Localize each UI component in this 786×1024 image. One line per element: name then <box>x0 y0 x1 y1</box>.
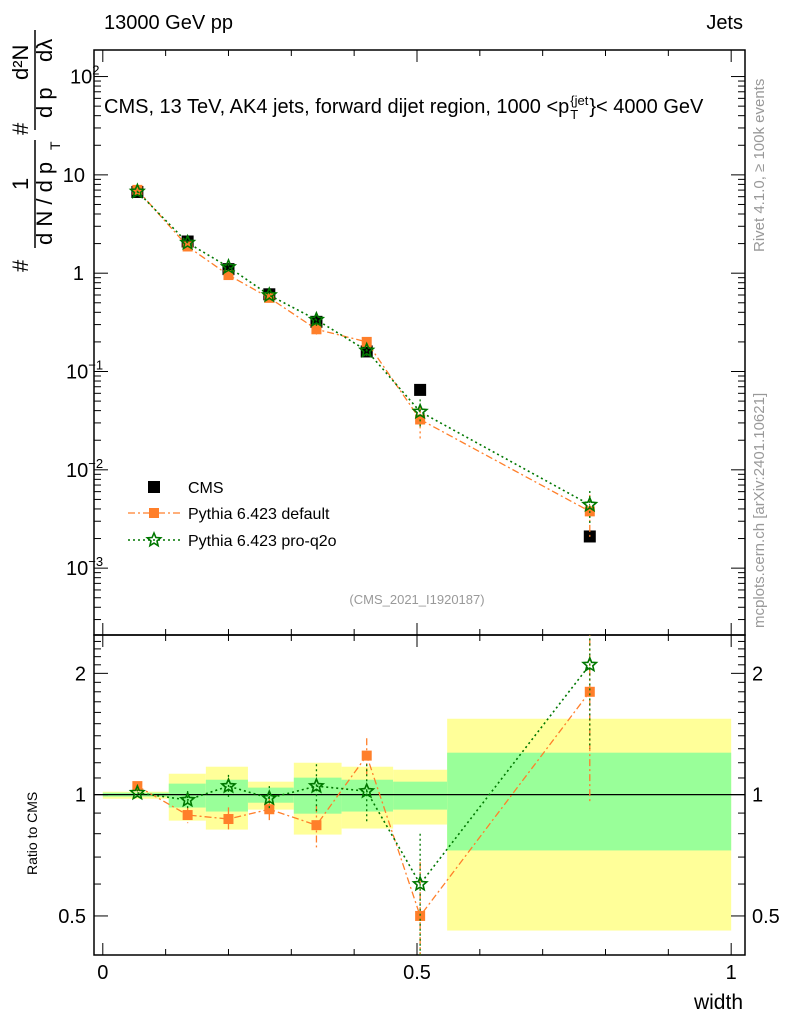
chart-title-tail: }< 4000 GeV <box>589 96 704 118</box>
legend-label: Pythia 6.423 pro-q2o <box>188 533 337 550</box>
default-point <box>223 270 234 281</box>
ratio-tick-label: 2 <box>752 663 763 685</box>
x-tick-label: 1 <box>726 962 737 984</box>
proq2o-ratio-point <box>219 776 238 794</box>
band-stat <box>447 752 732 851</box>
band-stat <box>393 781 448 810</box>
default-ratio-point <box>264 804 275 815</box>
proq2o-ratio-point <box>307 776 326 794</box>
ratio-tick-label: 2 <box>75 663 86 685</box>
y-label-den2b: dλ <box>32 39 57 62</box>
proq2o-line <box>136 190 591 506</box>
proq2o-point <box>307 310 326 328</box>
legend-label: Pythia 6.423 default <box>188 506 330 523</box>
y-label-num2: d²N <box>8 45 33 80</box>
default-point <box>132 184 143 195</box>
default-line <box>136 189 591 512</box>
default-ratio-line <box>137 691 591 918</box>
y-tick-label: 102 <box>70 63 99 89</box>
ratio-tick-label: 0.5 <box>58 906 86 928</box>
y-tick-label: 10−1 <box>66 358 103 384</box>
ratio-tick-label: 1 <box>752 785 763 807</box>
ratio-bands <box>102 718 732 931</box>
proq2o-ratio-point <box>358 782 376 799</box>
y-tick-label: 10−3 <box>66 554 103 580</box>
default-point <box>311 324 322 335</box>
main-marks <box>128 182 599 543</box>
y-label-den1-sub: T <box>47 141 63 150</box>
proq2o-ratio-point <box>581 655 599 673</box>
chart-title-supsub: {jet T <box>570 92 589 122</box>
y-label-hash2: # <box>8 122 33 135</box>
ratio-y-label: Ratio to CMS <box>24 792 40 875</box>
chart-title: CMS, 13 TeV, AK4 jets, forward dijet reg… <box>104 92 734 122</box>
proq2o-ratio-point <box>128 783 146 801</box>
default-ratio-point <box>311 820 322 831</box>
ratio-tick-label: 1 <box>75 785 86 807</box>
legend-label: CMS <box>188 480 224 497</box>
side-label-mcplots: mcplots.cern.ch [arXiv:2401.10621] <box>751 393 768 628</box>
ratio-marks <box>128 635 599 955</box>
chart-title-main: CMS, 13 TeV, AK4 jets, forward dijet reg… <box>104 96 570 118</box>
proq2o-point <box>128 182 146 199</box>
ratio-tick-label: 0.5 <box>752 906 780 928</box>
proq2o-point <box>260 286 279 303</box>
default-ratio-point <box>223 814 234 825</box>
default-ratio-point <box>361 750 372 761</box>
chart-title-sup: {jet <box>570 92 589 108</box>
x-tick-label: 0 <box>97 962 108 984</box>
chart-title-sub: T <box>570 106 579 122</box>
header-left: 13000 GeV pp <box>104 12 233 34</box>
y-label-den1: d N / d p <box>32 162 57 245</box>
x-axis-label: width <box>693 991 743 1014</box>
analysis-label: (CMS_2021_I1920187) <box>349 592 484 607</box>
y-tick-label: 10−2 <box>66 456 103 482</box>
band-stat <box>205 779 248 812</box>
y-tick-label: 10 <box>63 165 85 187</box>
legend-proq2o-marker <box>145 530 163 548</box>
proq2o-point <box>179 233 197 251</box>
legend-default-marker <box>149 508 159 518</box>
default-ratio-point <box>584 686 595 697</box>
y-label-num1: 1 <box>8 178 33 190</box>
side-label-rivet: Rivet 4.1.0, ≥ 100k events <box>751 79 768 252</box>
y-tick-label: 1 <box>73 263 84 285</box>
default-ratio-point <box>415 910 426 921</box>
default-ratio-point <box>182 810 193 821</box>
proq2o-ratio-point <box>260 789 278 806</box>
y-label-den2: d p <box>32 87 57 118</box>
cms-point <box>414 383 427 396</box>
proq2o-ratio-point <box>411 874 429 892</box>
proq2o-ratio-point <box>179 790 197 808</box>
proq2o-point <box>219 257 238 275</box>
header-right: Jets <box>706 12 743 34</box>
y-label-hash: # <box>8 259 33 272</box>
legend-cms-marker <box>148 481 160 493</box>
proq2o-point <box>581 495 599 513</box>
x-tick-label: 0.5 <box>403 962 431 984</box>
proq2o-point <box>411 402 429 420</box>
proq2o-ratio-line <box>137 664 591 886</box>
y-axis-label: # 1 d N / d p T # d²N d p dλ <box>8 30 63 272</box>
proq2o-point <box>358 341 376 359</box>
legend: CMS Pythia 6.423 default Pythia 6.423 pro-… <box>128 480 337 550</box>
